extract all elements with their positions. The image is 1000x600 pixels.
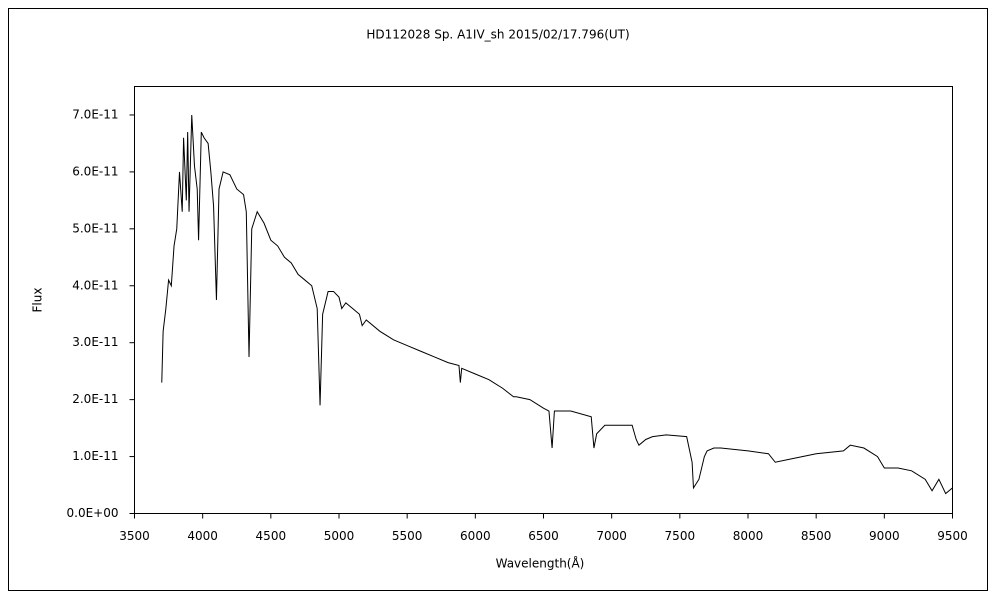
x-tick-label: 3500 — [119, 529, 150, 543]
x-tick-label: 5500 — [392, 529, 423, 543]
chart-title: HD112028 Sp. A1IV_sh 2015/02/17.796(UT) — [366, 28, 629, 42]
x-tick-label: 4500 — [256, 529, 287, 543]
y-tick-label: 4.0E-11 — [72, 278, 118, 292]
y-tick-label: 0.0E+00 — [67, 506, 119, 520]
y-tick-label: 2.0E-11 — [72, 392, 118, 406]
y-tick-label: 1.0E-11 — [72, 449, 118, 463]
y-axis-label: Flux — [31, 288, 45, 313]
x-tick-label: 6000 — [460, 529, 491, 543]
x-tick-label: 9500 — [937, 529, 968, 543]
y-tick-label: 5.0E-11 — [72, 221, 118, 235]
x-tick-label: 6500 — [528, 529, 559, 543]
x-tick-label: 8500 — [801, 529, 832, 543]
x-tick-label: 9000 — [869, 529, 900, 543]
y-tick-label: 6.0E-11 — [72, 164, 118, 178]
plot-area — [134, 86, 953, 514]
x-axis-label: Wavelength(Å) — [496, 556, 585, 571]
x-tick-label: 7500 — [665, 529, 696, 543]
y-tick-label: 7.0E-11 — [72, 107, 118, 121]
x-tick-label: 4000 — [187, 529, 218, 543]
x-tick-label: 7000 — [596, 529, 627, 543]
y-tick-label: 3.0E-11 — [72, 335, 118, 349]
x-tick-label: 8000 — [733, 529, 764, 543]
x-tick-label: 5000 — [324, 529, 355, 543]
spectrum-line — [161, 114, 953, 495]
frame — [8, 8, 988, 591]
